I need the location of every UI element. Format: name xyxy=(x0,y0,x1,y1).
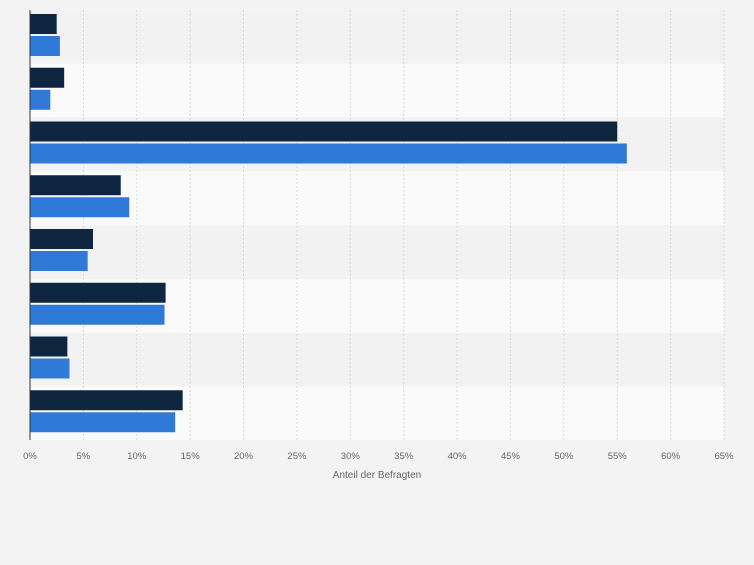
row-band xyxy=(30,63,724,118)
bar-series-1-row-5[interactable] xyxy=(30,229,93,249)
x-tick-label: 50% xyxy=(554,451,574,462)
x-tick-label: 0% xyxy=(23,451,37,462)
x-tick-label: 10% xyxy=(127,451,147,462)
bar-series-1-row-3[interactable] xyxy=(30,121,618,142)
x-tick-label: 65% xyxy=(714,451,734,462)
bar-series-2-row-6[interactable] xyxy=(30,304,165,325)
bar-series-2-row-8[interactable] xyxy=(30,412,176,433)
bar-series-1-row-1[interactable] xyxy=(30,14,57,34)
x-axis-label: Anteil der Befragten xyxy=(333,470,421,481)
x-tick-label: 25% xyxy=(287,451,307,462)
bar-series-1-row-6[interactable] xyxy=(30,282,166,303)
x-tick-label: 45% xyxy=(501,451,521,462)
x-tick-label: 55% xyxy=(608,451,628,462)
x-tick-label: 20% xyxy=(234,451,254,462)
row-band xyxy=(30,332,724,387)
x-tick-label: 60% xyxy=(661,451,681,462)
bar-series-2-row-2[interactable] xyxy=(30,89,51,110)
row-bands xyxy=(30,10,724,440)
x-tick-label: 35% xyxy=(394,451,414,462)
bar-series-1-row-2[interactable] xyxy=(30,67,65,88)
bar-series-2-row-7[interactable] xyxy=(30,358,70,379)
bar-series-2-row-4[interactable] xyxy=(30,197,130,218)
x-tick-label: 5% xyxy=(77,451,91,462)
bar-series-1-row-7[interactable] xyxy=(30,336,68,357)
x-tick-label: 30% xyxy=(341,451,361,462)
row-band xyxy=(30,171,724,225)
x-tick-labels: 0% 5% 10% 15% 20% 25% 30% 35% 40% 45% 50% 55% 60% 65% xyxy=(23,451,734,462)
bar-series-1-row-8[interactable] xyxy=(30,390,183,411)
bar-series-2-row-1[interactable] xyxy=(30,36,60,56)
row-band xyxy=(30,225,724,279)
x-tick-label: 40% xyxy=(448,451,468,462)
bar-series-2-row-5[interactable] xyxy=(30,251,88,271)
bar-series-2-row-3[interactable] xyxy=(30,143,627,164)
bars xyxy=(30,14,627,433)
bar-series-1-row-4[interactable] xyxy=(30,175,121,196)
x-tick-label: 15% xyxy=(181,451,201,462)
row-band xyxy=(30,10,724,64)
